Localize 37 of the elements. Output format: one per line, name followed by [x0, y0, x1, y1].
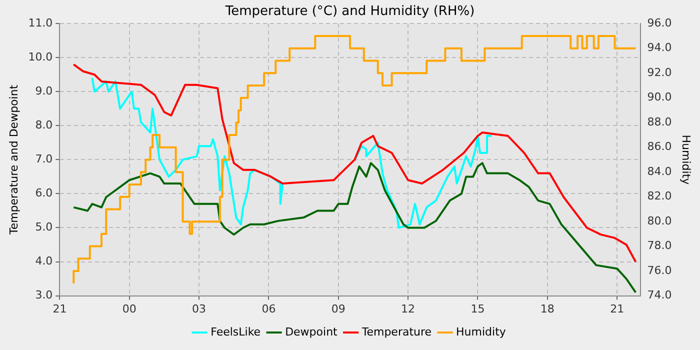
legend-label: Temperature [360, 325, 432, 338]
y-tick-label: 11.0 [28, 16, 53, 30]
legend-label: FeelsLike [210, 325, 261, 338]
x-tick-label: 06 [262, 302, 276, 316]
x-tick-label: 09 [331, 302, 346, 316]
y2-tick-label: 80.0 [647, 214, 672, 228]
legend-label: Dewpoint [285, 325, 338, 338]
x-tick-label: 21 [610, 302, 624, 316]
x-tick-label: 18 [540, 302, 554, 316]
y2-tick-label: 88.0 [647, 115, 672, 128]
y-tick-label: 4.0 [35, 254, 53, 268]
y2-tick-label: 86.0 [647, 140, 672, 154]
y-tick-label: 8.0 [35, 118, 53, 132]
y-tick-label: 3.0 [35, 288, 53, 302]
x-tick-label: 21 [52, 302, 67, 316]
y2-tick-label: 78.0 [647, 239, 672, 252]
y-tick-label: 9.0 [35, 84, 53, 98]
y2-tick-label: 84.0 [647, 164, 672, 178]
y2-tick-label: 92.0 [647, 66, 672, 79]
y2-tick-label: 76.0 [647, 264, 672, 277]
y-axis-title: Temperature and Dewpoint [7, 84, 20, 236]
legend-label: Humidity [456, 325, 506, 338]
y2-tick-label: 82.0 [647, 190, 672, 203]
x-tick-label: 03 [192, 302, 206, 316]
y2-tick-label: 90.0 [647, 90, 672, 104]
y2-axis-title: Humidity [680, 134, 693, 186]
y2-tick-label: 74.0 [647, 288, 672, 302]
y-tick-label: 6.0 [35, 186, 53, 200]
x-tick-label: 15 [470, 302, 485, 316]
y-tick-label: 10.0 [28, 50, 53, 64]
y-tick-label: 7.0 [35, 152, 53, 166]
chart-title: Temperature (°C) and Humidity (RH%) [224, 4, 475, 20]
y2-tick-label: 96.0 [647, 16, 672, 30]
x-tick-label: 00 [122, 302, 136, 316]
y-tick-label: 5.0 [35, 220, 53, 234]
y2-tick-label: 94.0 [647, 41, 672, 54]
x-tick-label: 12 [401, 302, 416, 316]
